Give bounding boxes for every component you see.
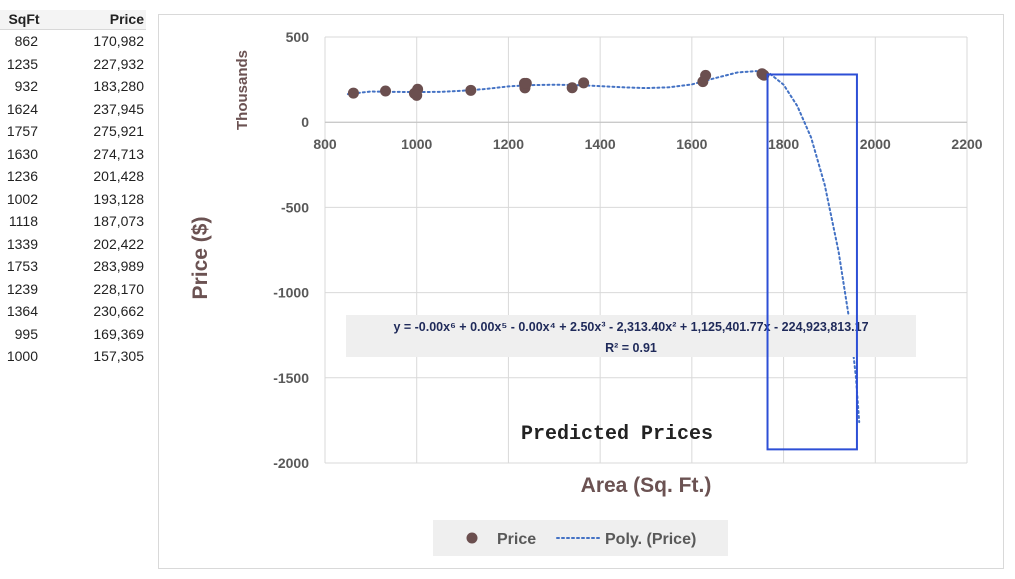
cell-sqft: 1000 bbox=[6, 348, 38, 365]
y-tick-label: -1000 bbox=[273, 285, 309, 301]
data-point bbox=[411, 89, 423, 101]
x-tick-label: 1400 bbox=[585, 136, 616, 152]
legend-label-price: Price bbox=[497, 531, 536, 548]
table-row: 995 169,369 bbox=[0, 323, 146, 346]
cell-price: 274,713 bbox=[93, 145, 144, 162]
cell-sqft: 932 bbox=[14, 78, 38, 95]
table-row: 1239 228,170 bbox=[0, 278, 146, 301]
table-row: 1757 275,921 bbox=[0, 120, 146, 143]
y-axis-title: Price ($) bbox=[189, 217, 212, 300]
cell-price: 275,921 bbox=[93, 123, 144, 140]
cell-price: 227,932 bbox=[93, 55, 144, 72]
equation-label-box bbox=[346, 315, 916, 357]
table-row: 1364 230,662 bbox=[0, 300, 146, 323]
table-body: 862 170,982 1235 227,932 932 183,280 1624 237,9… bbox=[0, 30, 146, 368]
cell-price: 228,170 bbox=[93, 280, 144, 297]
table-row: 1235 227,932 bbox=[0, 53, 146, 76]
cell-sqft: 1118 bbox=[8, 213, 38, 230]
table-row: 1000 157,305 bbox=[0, 345, 146, 368]
data-point bbox=[756, 68, 768, 80]
y-tick-label: -2000 bbox=[273, 455, 309, 471]
cell-price: 230,662 bbox=[93, 303, 144, 320]
x-tick-label: 2000 bbox=[860, 136, 891, 152]
legend-box bbox=[433, 520, 728, 556]
table-row: 932 183,280 bbox=[0, 75, 146, 98]
data-point bbox=[380, 85, 392, 97]
table-row: 1118 187,073 bbox=[0, 210, 146, 233]
cell-sqft: 1364 bbox=[6, 303, 38, 320]
column-header-sqft: SqFt bbox=[0, 10, 48, 30]
cell-sqft: 1339 bbox=[6, 235, 38, 252]
cell-price: 193,128 bbox=[93, 190, 144, 207]
table-row: 1339 202,422 bbox=[0, 233, 146, 256]
table-row: 862 170,982 bbox=[0, 30, 146, 53]
table-row: 1624 237,945 bbox=[0, 98, 146, 121]
cell-sqft: 1002 bbox=[6, 190, 38, 207]
trendline-poly bbox=[346, 70, 861, 424]
column-header-price: Price bbox=[48, 10, 146, 30]
table-row: 1002 193,128 bbox=[0, 188, 146, 211]
data-point bbox=[347, 87, 359, 99]
chart-svg: 800 1000 1200 1400 1600 1800 2000 2200 500 0 -500 -… bbox=[189, 29, 983, 556]
cell-price: 187,073 bbox=[93, 213, 144, 230]
cell-price: 169,369 bbox=[93, 325, 144, 342]
x-tick-label: 2200 bbox=[951, 136, 982, 152]
chart-area: 800 1000 1200 1400 1600 1800 2000 2200 500 0 -500 -… bbox=[158, 14, 1004, 569]
data-point bbox=[520, 77, 532, 89]
x-tick-label: 1800 bbox=[768, 136, 799, 152]
cell-price: 170,982 bbox=[93, 33, 144, 50]
x-tick-label: 800 bbox=[313, 136, 337, 152]
cell-sqft: 1630 bbox=[6, 145, 38, 162]
data-point bbox=[700, 69, 712, 81]
cell-sqft: 1239 bbox=[6, 280, 38, 297]
cell-price: 283,989 bbox=[93, 258, 144, 275]
data-table: SqFt Price 862 170,982 1235 227,932 932 183,2… bbox=[0, 10, 146, 368]
x-tick-label: 1000 bbox=[401, 136, 432, 152]
y-tick-label: 500 bbox=[286, 29, 310, 45]
y-units-label: Thousands bbox=[234, 50, 251, 130]
equation-text: y = -0.00x⁶ + 0.00x⁵ - 0.00x⁴ + 2.50x³ -… bbox=[393, 320, 868, 334]
x-tick-label: 1200 bbox=[493, 136, 524, 152]
cell-sqft: 1235 bbox=[6, 55, 38, 72]
cell-price: 237,945 bbox=[93, 100, 144, 117]
x-tick-label: 1600 bbox=[676, 136, 707, 152]
legend-label-trendline: Poly. (Price) bbox=[605, 531, 696, 548]
cell-sqft: 1757 bbox=[6, 123, 38, 140]
table-row: 1753 283,989 bbox=[0, 255, 146, 278]
cell-price: 201,428 bbox=[93, 168, 144, 185]
legend-marker-price bbox=[466, 532, 478, 544]
y-tick-label: -1500 bbox=[273, 370, 309, 386]
r-squared-text: R² = 0.91 bbox=[605, 341, 657, 355]
cell-price: 183,280 bbox=[93, 78, 144, 95]
cell-sqft: 1236 bbox=[6, 168, 38, 185]
table-row: 1236 201,428 bbox=[0, 165, 146, 188]
cell-price: 202,422 bbox=[93, 235, 144, 252]
data-point bbox=[465, 84, 477, 96]
cell-sqft: 1753 bbox=[6, 258, 38, 275]
cell-sqft: 862 bbox=[14, 33, 38, 50]
y-tick-label: -500 bbox=[281, 199, 309, 215]
x-axis-title: Area (Sq. Ft.) bbox=[581, 474, 712, 497]
predicted-prices-label: Predicted Prices bbox=[521, 423, 713, 446]
data-point bbox=[566, 82, 578, 94]
cell-sqft: 995 bbox=[14, 325, 38, 342]
table-header-row: SqFt Price bbox=[0, 10, 146, 30]
data-point bbox=[578, 77, 590, 89]
y-tick-label: 0 bbox=[301, 114, 309, 130]
predicted-prices-box bbox=[766, 73, 858, 451]
table-row: 1630 274,713 bbox=[0, 143, 146, 166]
cell-sqft: 1624 bbox=[6, 100, 38, 117]
cell-price: 157,305 bbox=[93, 348, 144, 365]
